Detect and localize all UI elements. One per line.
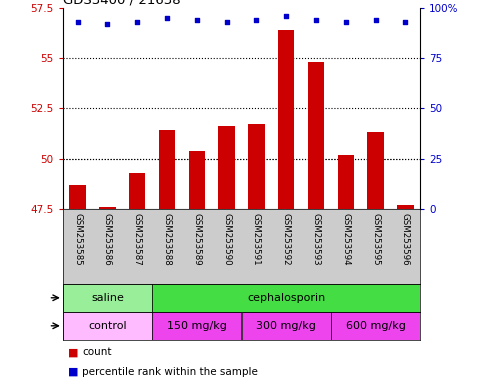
Bar (308, 62, 324, 209)
Bar (368, 132, 384, 209)
Point (312, 17, 320, 23)
Text: GSM253587: GSM253587 (133, 213, 142, 265)
Bar (70, 185, 86, 209)
Text: GSM253594: GSM253594 (341, 213, 350, 265)
Bar (99, 207, 115, 209)
Point (401, 19, 409, 25)
Point (133, 19, 141, 25)
Text: GSM253596: GSM253596 (401, 213, 410, 265)
Text: GSM253585: GSM253585 (73, 213, 82, 265)
Bar (278, 30, 294, 209)
Bar (218, 126, 235, 209)
Text: control: control (88, 321, 127, 331)
Text: 300 mg/kg: 300 mg/kg (256, 321, 316, 331)
Bar (397, 205, 413, 209)
Point (193, 17, 201, 23)
Text: cephalosporin: cephalosporin (247, 293, 326, 303)
Text: GSM253591: GSM253591 (252, 213, 261, 265)
Bar (338, 155, 354, 209)
Bar (189, 151, 205, 209)
Text: GSM253592: GSM253592 (282, 213, 291, 265)
Point (372, 17, 380, 23)
Bar (152, 312, 242, 340)
Bar (331, 312, 420, 340)
Text: count: count (82, 347, 112, 357)
Text: GSM253589: GSM253589 (192, 213, 201, 265)
Bar (63, 312, 152, 340)
Text: GDS3400 / 21638: GDS3400 / 21638 (63, 0, 181, 7)
Text: 150 mg/kg: 150 mg/kg (167, 321, 227, 331)
Bar (152, 284, 420, 312)
Text: GSM253595: GSM253595 (371, 213, 380, 265)
Text: GSM253593: GSM253593 (312, 213, 320, 265)
Bar (159, 131, 175, 209)
Point (253, 17, 260, 23)
Bar (63, 284, 152, 312)
Text: percentile rank within the sample: percentile rank within the sample (82, 367, 258, 377)
Text: GSM253590: GSM253590 (222, 213, 231, 265)
Point (282, 13, 290, 19)
Text: ■: ■ (68, 347, 78, 357)
Bar (129, 173, 145, 209)
Text: saline: saline (91, 293, 124, 303)
Point (223, 19, 230, 25)
Point (163, 15, 171, 21)
Point (104, 21, 112, 27)
Text: ■: ■ (68, 367, 78, 377)
Point (74, 19, 82, 25)
Text: GSM253588: GSM253588 (163, 213, 171, 265)
Bar (242, 312, 331, 340)
Bar (248, 124, 265, 209)
Text: 600 mg/kg: 600 mg/kg (346, 321, 405, 331)
Point (342, 19, 350, 25)
Text: GSM253586: GSM253586 (103, 213, 112, 265)
